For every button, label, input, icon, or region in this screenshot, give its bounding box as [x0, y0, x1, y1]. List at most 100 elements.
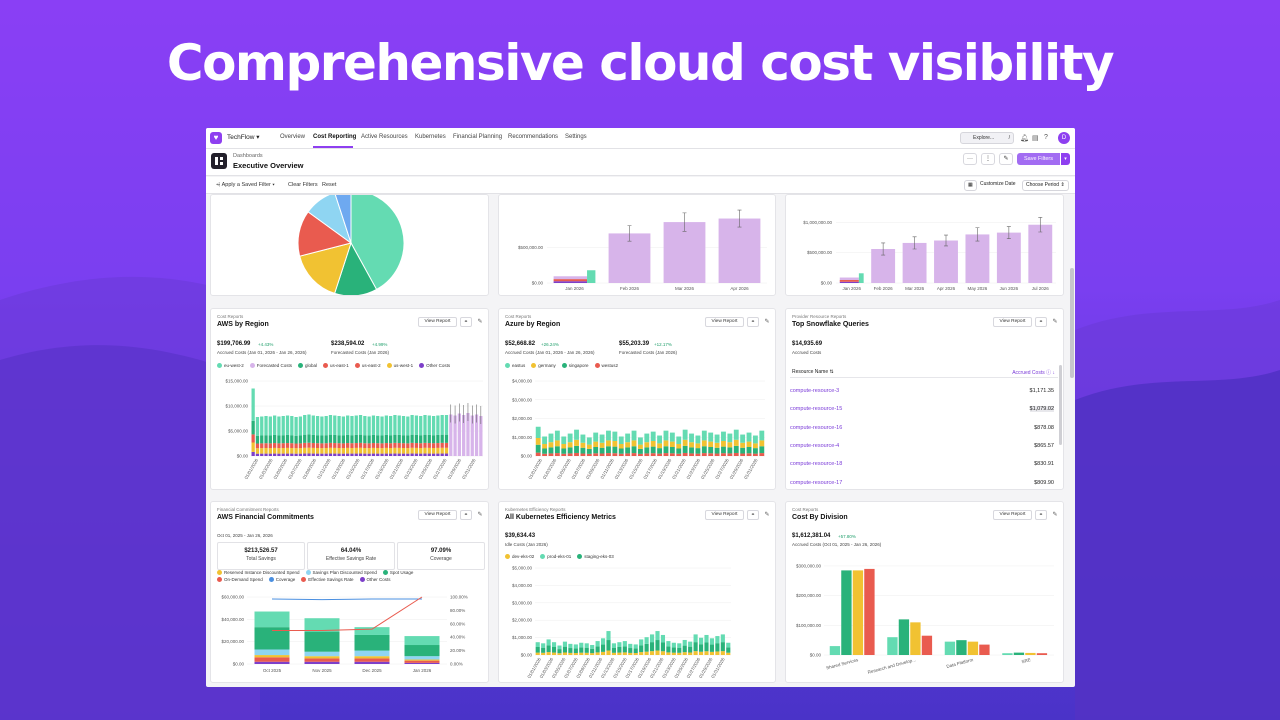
y-tick-label: $60,000.00	[221, 595, 244, 600]
legend-item[interactable]: staging-eks-03	[577, 554, 614, 559]
help-icon[interactable]: ?	[1044, 134, 1048, 141]
legend-item[interactable]: Forecasted Costs	[249, 363, 292, 368]
link-icon[interactable]: ⚭	[747, 317, 759, 327]
saved-filter-dropdown[interactable]: ⩤ Apply a Saved Filter ▾	[216, 182, 275, 188]
legend-label: eu-west-2	[224, 363, 244, 368]
drag-handle-icon[interactable]: ⋮	[981, 153, 995, 165]
reset-button[interactable]: Reset	[322, 182, 337, 188]
nav-overview[interactable]: Overview	[280, 134, 306, 140]
breadcrumb[interactable]: Dashboards	[233, 153, 263, 159]
resource-name-link[interactable]: compute-resource-18	[790, 461, 843, 468]
legend-item[interactable]: germany	[531, 363, 556, 368]
page-scrollbar[interactable]	[1070, 268, 1074, 378]
legend-item[interactable]: Other Costs	[419, 363, 450, 368]
bar-segment	[272, 453, 277, 456]
bar-segment	[303, 447, 307, 454]
bell-icon[interactable]: 🔔︎	[1020, 135, 1029, 142]
legend-item[interactable]: singapore	[561, 363, 589, 368]
bar-segment	[676, 436, 682, 444]
bar-segment	[436, 415, 440, 435]
edit-icon[interactable]: ✎	[1052, 512, 1058, 518]
link-icon[interactable]: ⚭	[460, 317, 472, 327]
edit-icon[interactable]: ✎	[764, 512, 770, 518]
edit-icon[interactable]: ✎	[764, 319, 770, 325]
legend-item[interactable]: Savings Plan Discounted Spend	[305, 570, 377, 575]
edit-icon[interactable]: ✎	[477, 319, 483, 325]
explore-search[interactable]: Explore... /	[960, 132, 1014, 144]
legend-label: Spot Usage	[389, 570, 414, 575]
nav-financial-planning[interactable]: Financial Planning	[453, 134, 503, 140]
resource-name-link[interactable]: compute-resource-4	[790, 442, 840, 449]
bar-segment	[689, 453, 694, 456]
legend-item[interactable]: us-east-2	[354, 363, 381, 368]
view-report-button[interactable]: View Report	[993, 317, 1032, 327]
legend-swatch	[594, 363, 600, 368]
legend-item[interactable]: us-east-1	[323, 363, 349, 368]
link-icon[interactable]: ⚭	[747, 510, 759, 520]
edit-icon[interactable]: ✎	[1052, 319, 1058, 325]
legend-item[interactable]: Spot Usage	[382, 570, 414, 575]
legend-item[interactable]: global	[298, 363, 317, 368]
bar-segment	[587, 270, 596, 283]
y-tick-label: $4,000.00	[512, 583, 533, 588]
link-icon[interactable]: ⚭	[460, 510, 472, 520]
view-report-button[interactable]: View Report	[993, 510, 1032, 520]
legend-item[interactable]: prod-eks-01	[540, 554, 571, 559]
legend-item[interactable]: Effective Savings Rate	[301, 577, 354, 582]
bar-segment	[440, 453, 444, 456]
bar-segment	[363, 435, 367, 444]
legend-item[interactable]: us-west-1	[386, 363, 413, 368]
resource-name-link[interactable]: compute-resource-17	[790, 479, 843, 486]
resource-name-link[interactable]: compute-resource-15	[790, 406, 843, 413]
clear-filters-button[interactable]: Clear Filters	[288, 182, 318, 188]
bar-segment	[367, 448, 371, 454]
view-report-button[interactable]: View Report	[705, 317, 744, 327]
nav-active-resources[interactable]: Active Resources	[361, 134, 408, 140]
legend-item[interactable]: On-Demand Spend	[217, 577, 263, 582]
legend-label: staging-eks-03	[584, 554, 614, 559]
calendar-icon[interactable]: ▦	[964, 180, 977, 191]
bar-segment	[354, 661, 390, 664]
org-switcher[interactable]: TechFlow ▾	[227, 134, 260, 141]
legend-item[interactable]: westus2	[594, 363, 618, 368]
y-tick-label: $3,000.00	[512, 397, 533, 402]
more-options-button[interactable]: ···	[963, 153, 977, 165]
choose-period-select[interactable]: Choose Period ⇕	[1022, 180, 1069, 191]
customize-date-button[interactable]: Customize Date	[977, 180, 1019, 191]
legend-item[interactable]: eastus	[505, 363, 525, 368]
nav-kubernetes[interactable]: Kubernetes	[415, 134, 446, 140]
bar-segment	[759, 453, 765, 456]
view-report-button[interactable]: View Report	[705, 510, 744, 520]
legend-item[interactable]: dev-eks-02	[505, 554, 534, 559]
link-icon[interactable]: ⚭	[1035, 317, 1047, 327]
legend-item[interactable]: Reserved Instance Discounted Spend	[217, 570, 300, 575]
column-header-accrued-costs[interactable]: Accrued Costs ⓘ ↓	[1012, 370, 1055, 376]
avatar[interactable]: D	[1058, 132, 1070, 144]
edit-icon[interactable]: ✎	[477, 512, 483, 518]
view-report-button[interactable]: View Report	[418, 317, 457, 327]
view-report-button[interactable]: View Report	[418, 510, 457, 520]
bar-segment	[727, 442, 733, 448]
link-icon[interactable]: ⚭	[1035, 510, 1047, 520]
legend-item[interactable]: eu-west-2	[217, 363, 244, 368]
nav-recommendations[interactable]: Recommendations	[508, 134, 559, 140]
bar-segment	[277, 443, 281, 449]
save-filters-dropdown-icon[interactable]: ▾	[1061, 153, 1070, 165]
resource-name-link[interactable]: compute-resource-3	[790, 388, 840, 394]
nav-settings[interactable]: Settings	[565, 134, 587, 140]
edit-icon[interactable]: ✎	[999, 153, 1013, 165]
legend-item[interactable]: Other Costs	[359, 577, 391, 582]
legend-item[interactable]: Coverage	[268, 577, 295, 582]
save-filters-button[interactable]: Save Filters	[1017, 153, 1060, 165]
table-scrollbar[interactable]	[1059, 365, 1062, 445]
y2-tick-label: 100.00%	[450, 595, 468, 600]
nav-cost-reporting[interactable]: Cost Reporting	[313, 134, 357, 140]
kpi-value: 64.04%	[340, 548, 362, 554]
document-icon[interactable]: ▤	[1032, 135, 1039, 142]
bar-segment	[311, 415, 315, 435]
column-header-resource-name[interactable]: Resource Name ⇅	[792, 369, 834, 375]
bar-segment	[637, 444, 643, 449]
resource-name-link[interactable]: compute-resource-16	[790, 424, 843, 431]
bar-segment	[298, 443, 303, 449]
brand-logo-icon[interactable]: ♥	[210, 132, 222, 144]
